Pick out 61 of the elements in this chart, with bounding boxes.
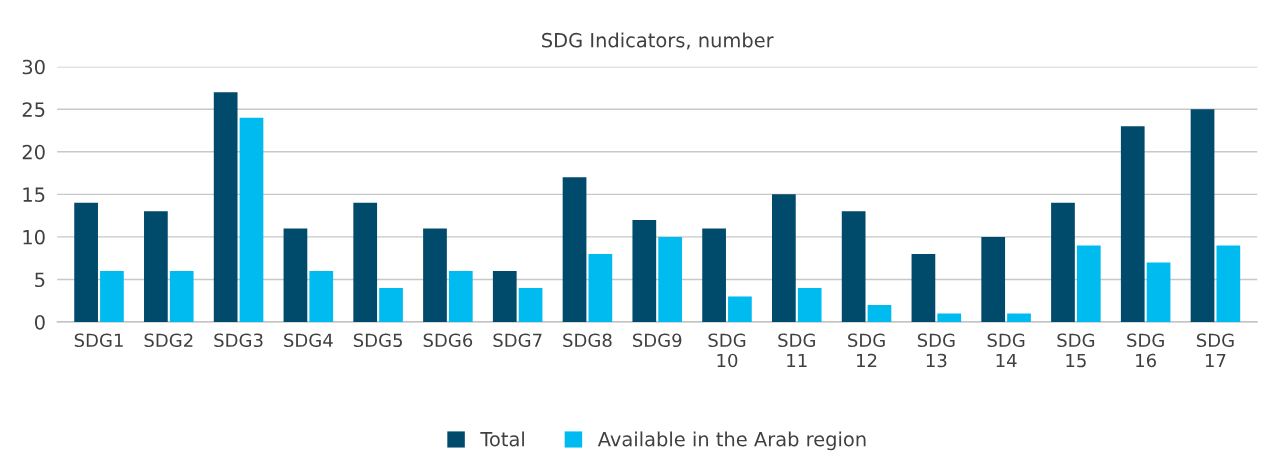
- bar: [423, 228, 447, 322]
- x-tick-label: SDG 13: [917, 333, 955, 368]
- x-tick-label: SDG7: [493, 333, 542, 348]
- bar: [448, 270, 473, 322]
- bar: [1216, 245, 1241, 322]
- bar: [772, 194, 796, 322]
- y-tick-label: 10: [23, 229, 45, 245]
- bar: [283, 228, 308, 322]
- bar: [562, 177, 587, 322]
- bar: [867, 304, 892, 322]
- x-tick-label: SDG9: [632, 333, 682, 348]
- bar: [144, 211, 168, 322]
- bar: [911, 253, 936, 322]
- x-tick-label: SDG 12: [848, 333, 885, 368]
- x-tick-label: SDG4: [284, 333, 333, 348]
- x-tick-label: SDG 15: [1057, 333, 1095, 368]
- bar: [728, 296, 752, 322]
- bar: [1076, 245, 1101, 322]
- bar: [74, 202, 98, 322]
- y-tick-label: 0: [34, 314, 45, 330]
- bar: [492, 270, 517, 322]
- x-tick-label: SDG 14: [987, 333, 1025, 368]
- x-tick-label: SDG6: [423, 333, 473, 348]
- x-tick-label: SDG5: [353, 333, 402, 348]
- bar: [937, 313, 962, 322]
- legend-label: Total: [480, 431, 524, 447]
- x-tick-label: SDG8: [563, 333, 612, 348]
- y-tick-label: 30: [22, 59, 45, 75]
- bar: [309, 270, 334, 322]
- y-tick-label: 25: [22, 102, 45, 117]
- y-tick-label: 5: [35, 272, 45, 288]
- x-tick-label: SDG 17: [1196, 333, 1234, 368]
- bar: [1007, 313, 1031, 322]
- x-tick-label: SDG 11: [778, 333, 815, 368]
- bar: [797, 287, 822, 322]
- bar: [518, 287, 543, 322]
- bar: [981, 236, 1006, 322]
- x-tick-label: SDG1: [74, 333, 123, 348]
- bar: [588, 253, 613, 322]
- bar: [100, 270, 124, 322]
- x-tick-label: SDG3: [214, 333, 263, 348]
- y-tick-label: 20: [22, 144, 45, 160]
- bar: [213, 92, 238, 322]
- x-tick-label: SDG 10: [708, 333, 746, 368]
- bar: [632, 219, 657, 322]
- bar: [1120, 126, 1145, 322]
- bar: [702, 228, 726, 322]
- bar: [169, 270, 194, 322]
- bar: [379, 287, 403, 322]
- bar: [841, 211, 866, 322]
- legend-label: Available in the Arab region: [597, 431, 866, 451]
- x-tick-label: SDG 16: [1127, 333, 1164, 368]
- bar: [658, 236, 682, 322]
- x-tick-label: SDG2: [144, 333, 193, 348]
- y-tick-label: 15: [23, 187, 45, 203]
- bar: [1190, 109, 1215, 322]
- bar: [1146, 262, 1171, 322]
- bar: [239, 117, 264, 322]
- bar: [353, 202, 378, 322]
- bar: [1051, 202, 1075, 322]
- chart-title: SDG Indicators, number: [542, 32, 774, 50]
